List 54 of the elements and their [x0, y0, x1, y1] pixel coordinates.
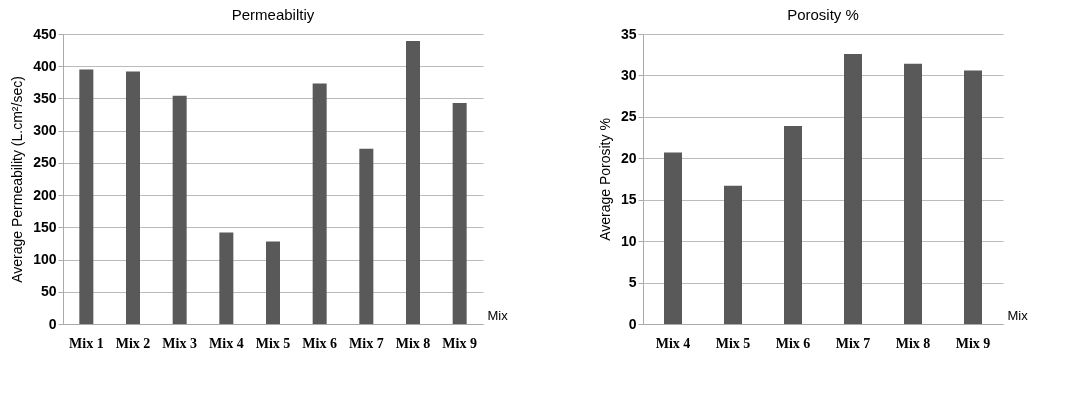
y-tick-label: 35: [620, 25, 637, 42]
x-axis-title: Mix: [487, 307, 509, 323]
bar: [79, 69, 94, 324]
bar: [452, 102, 467, 324]
bar: [172, 95, 187, 324]
y-tick-label: 200: [33, 186, 57, 203]
y-tick-label: 5: [628, 274, 637, 291]
y-tick-label: 15: [620, 191, 637, 208]
bar: [126, 71, 140, 324]
bar: [724, 185, 742, 324]
x-tick-label: Mix 5: [715, 335, 751, 351]
x-tick-label: Mix 8: [395, 335, 431, 351]
y-tick-label: 150: [33, 218, 57, 235]
y-tick-label: 30: [620, 66, 637, 83]
y-tick-label: 0: [48, 315, 57, 332]
x-tick-label: Mix 7: [835, 335, 871, 351]
y-tick-label: 300: [33, 122, 57, 139]
chart-title: Porosity %: [787, 6, 859, 23]
bar: [904, 63, 922, 324]
bar: [844, 53, 862, 324]
bar: [219, 232, 234, 324]
x-tick-label: Mix 9: [955, 335, 991, 351]
x-tick-label: Mix 3: [162, 335, 197, 351]
x-tick-label: Mix 6: [302, 335, 337, 351]
x-axis-title: Mix: [1007, 307, 1029, 323]
y-tick-label: 250: [33, 154, 57, 171]
y-axis-title: Average Permeability (L.cm²/sec): [9, 76, 26, 283]
x-tick-label: Mix 7: [349, 335, 384, 351]
y-tick-label: 350: [33, 89, 57, 106]
x-tick-label: Mix 9: [442, 335, 477, 351]
bar: [784, 125, 802, 324]
y-tick-label: 25: [620, 108, 637, 125]
bar: [312, 83, 327, 324]
x-tick-label: Mix 5: [255, 335, 291, 351]
bar: [664, 152, 682, 324]
y-tick-label: 450: [33, 25, 57, 42]
x-tick-label: Mix 6: [775, 335, 811, 351]
bar: [359, 148, 374, 324]
bar: [964, 70, 982, 324]
y-tick-label: 0: [628, 315, 637, 332]
x-tick-label: Mix 2: [115, 335, 151, 351]
bar: [406, 41, 420, 324]
x-tick-label: Mix 1: [69, 335, 104, 351]
bar: [266, 241, 280, 324]
chart-title: Permeabiltiy: [231, 6, 315, 23]
y-tick-label: 400: [33, 57, 57, 74]
y-tick-label: 10: [620, 232, 637, 249]
x-tick-label: Mix 4: [655, 335, 691, 351]
y-axis-title: Average Porosity %: [596, 118, 613, 241]
y-tick-label: 20: [620, 149, 637, 166]
x-tick-label: Mix 8: [895, 335, 931, 351]
y-tick-label: 50: [40, 283, 57, 300]
x-tick-label: Mix 4: [209, 335, 244, 351]
y-tick-label: 100: [33, 251, 57, 268]
